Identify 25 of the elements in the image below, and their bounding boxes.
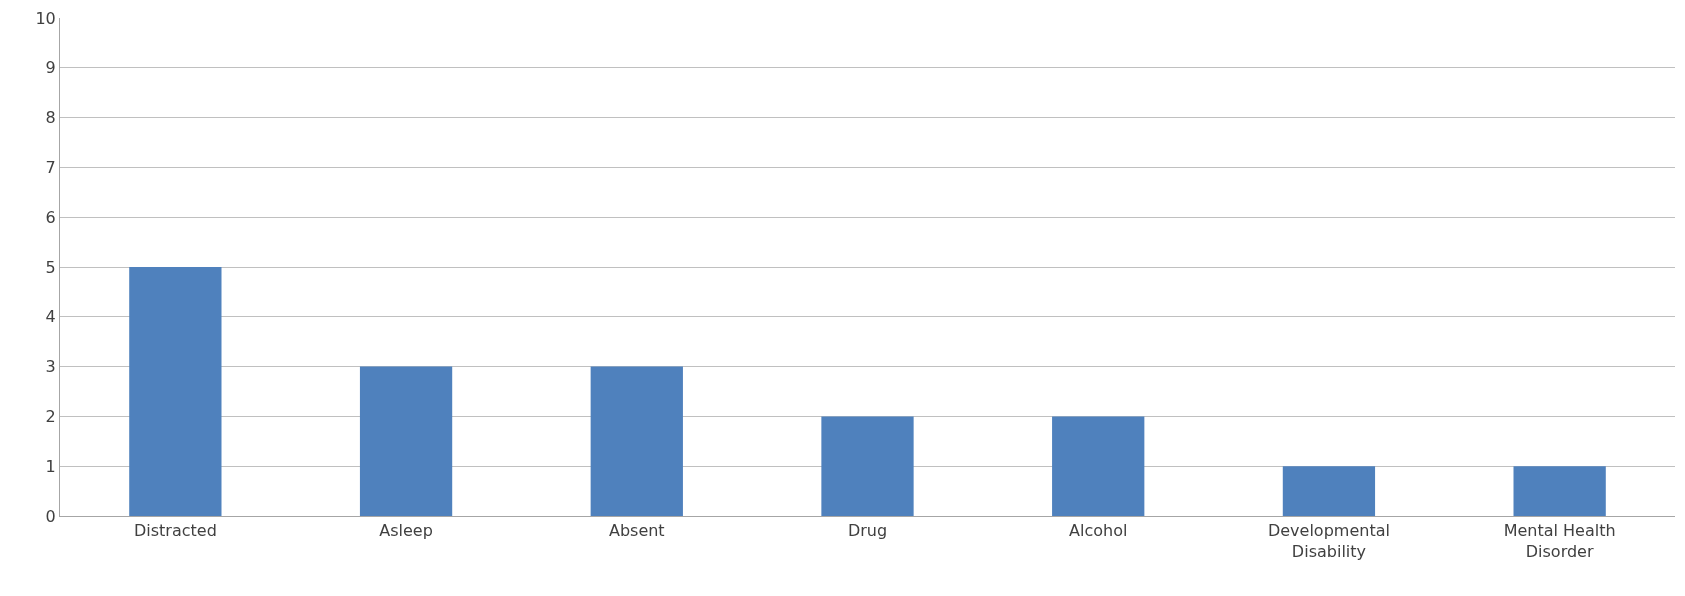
bar [1282,466,1376,516]
y-tick-label: 5 [45,257,56,277]
x-tick-label: Asleep [379,521,433,541]
y-tick-label: 9 [45,58,56,78]
bar [359,366,453,516]
y-tick-label: 0 [45,506,56,526]
bar [821,416,914,516]
bar [590,366,683,516]
bar [1513,466,1606,516]
y-tick-label: 8 [45,108,56,128]
x-tick-label: Alcohol [1069,521,1128,541]
x-tick-label: Absent [608,521,665,541]
bar [129,267,222,516]
y-tick-label: 7 [45,158,56,177]
bar [1052,416,1145,516]
x-tick-label: Drug [847,521,888,541]
y-tick-label: 4 [45,307,56,327]
x-tick-label: Distracted [133,521,217,541]
y-tick-label: 10 [35,8,56,28]
x-tick-label: Developmental Disability [1267,521,1390,561]
y-tick-label: 6 [45,207,56,227]
y-tick-label: 3 [45,357,56,377]
y-tick-label: 2 [45,407,56,426]
x-tick-label: Mental Health Disorder [1503,521,1616,561]
y-tick-label: 1 [45,456,56,476]
